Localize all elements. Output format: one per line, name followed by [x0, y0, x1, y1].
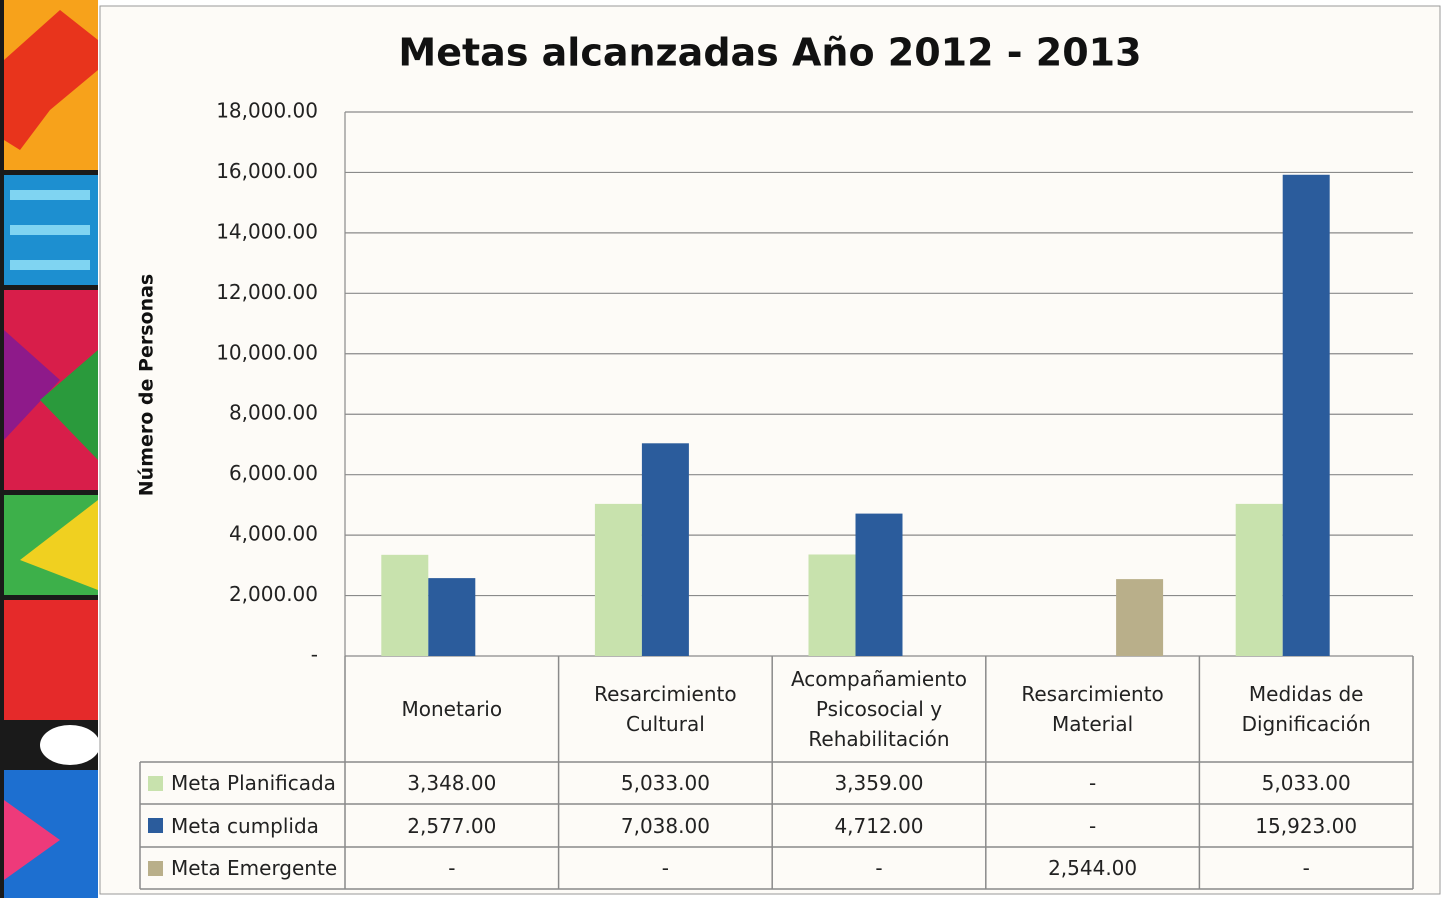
y-tick-label: 16,000.00	[216, 159, 318, 183]
y-tick-label: 4,000.00	[229, 522, 318, 546]
legend-label: Meta Planificada	[171, 771, 336, 795]
bar	[1116, 579, 1164, 656]
y-axis-label: Número de Personas	[136, 274, 158, 496]
legend-label: Meta Emergente	[171, 856, 338, 880]
table-value: -	[875, 856, 883, 880]
textile-strip	[0, 0, 100, 898]
category-label: Resarcimiento Material	[1021, 682, 1164, 736]
table-value: -	[661, 856, 669, 880]
y-tick-label: 18,000.00	[216, 99, 318, 123]
legend-swatch	[148, 860, 163, 876]
table-value: 5,033.00	[620, 771, 710, 795]
bar	[1282, 174, 1330, 657]
category-label: Medidas de Dignificación	[1241, 682, 1371, 736]
y-tick-label: 2,000.00	[229, 582, 318, 606]
y-tick-label: -	[311, 643, 318, 667]
table-value: 5,033.00	[1261, 771, 1351, 795]
legend-swatch	[148, 818, 163, 833]
category-label: Acompañamiento Psicosocial y Rehabilitac…	[790, 667, 967, 751]
y-tick-label: 10,000.00	[216, 340, 318, 364]
bar	[1235, 503, 1283, 656]
category-label: Resarcimiento Cultural	[594, 682, 737, 736]
bar	[641, 443, 689, 656]
legend-swatch	[148, 775, 163, 791]
y-tick-label: 12,000.00	[216, 280, 318, 304]
legend-label: Meta cumplida	[171, 813, 319, 838]
table-value: 15,923.00	[1255, 813, 1358, 838]
bar	[594, 503, 642, 656]
legend-entry: Meta cumplida	[140, 804, 345, 847]
bar	[428, 578, 476, 656]
y-tick-label: 8,000.00	[229, 401, 318, 425]
table-value: -	[448, 856, 456, 880]
table-value: 7,038.00	[620, 813, 710, 838]
bar	[808, 554, 856, 656]
table-value: -	[1088, 771, 1097, 795]
legend-entry: Meta Emergente	[140, 847, 345, 889]
table-value: 4,712.00	[834, 813, 924, 838]
table-value: -	[1302, 856, 1310, 880]
table-value: 3,359.00	[834, 771, 924, 795]
bar	[855, 513, 903, 656]
y-tick-label: 14,000.00	[216, 219, 318, 243]
table-value: -	[1088, 813, 1097, 838]
table-value: 2,544.00	[1048, 856, 1138, 880]
category-label: Monetario	[401, 697, 503, 721]
table-value: 3,348.00	[407, 771, 497, 795]
y-tick-label: 6,000.00	[229, 461, 318, 485]
bar	[381, 554, 429, 656]
chart-title: Metas alcanzadas Año 2012 - 2013	[398, 31, 1141, 75]
chart-frame	[99, 5, 1441, 895]
table-value: 2,577.00	[407, 813, 497, 838]
legend-entry: Meta Planificada	[140, 762, 345, 804]
